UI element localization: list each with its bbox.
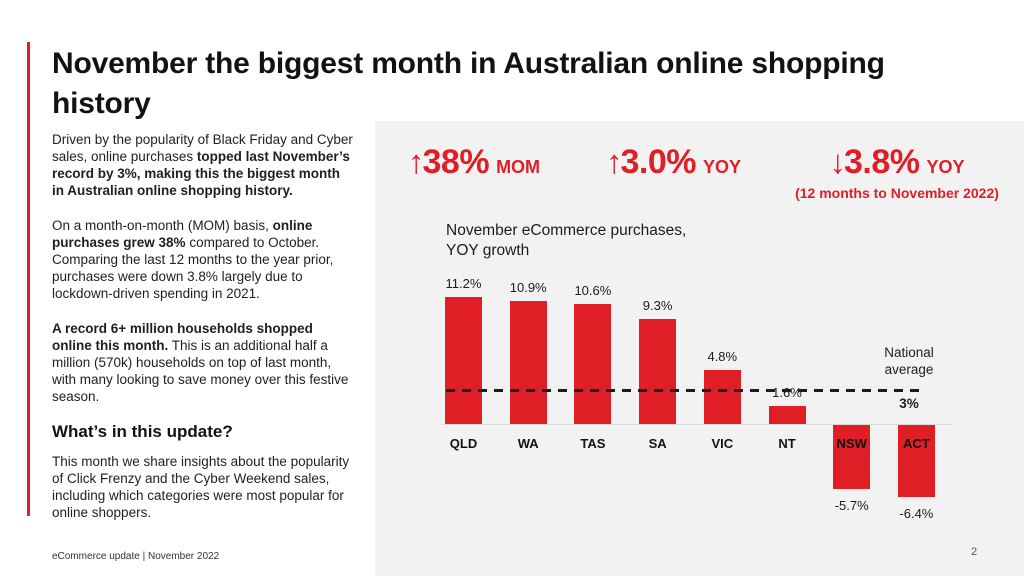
- bar-act: [897, 425, 935, 498]
- national-average-label: National average 3%: [853, 327, 965, 412]
- bar-chart-plot: 11.2% QLD 10.9% WA 10.6% TAS 9.3% SA 4.8% VIC 1.6%…: [375, 121, 1024, 576]
- bar-category-label-nt: NT: [778, 436, 796, 451]
- slide-footer: eCommerce update | November 2022: [52, 551, 220, 562]
- paragraph: Driven by the popularity of Black Friday…: [52, 132, 353, 198]
- stat-yoy-12m-caption: (12 months to November 2022): [795, 185, 999, 201]
- closing-paragraph: This month we share insights about the p…: [52, 454, 350, 520]
- bar-nt: [768, 405, 806, 424]
- intro-paragraphs: Driven by the popularity of Black Friday…: [52, 131, 354, 405]
- bar-value-label-tas: 10.6%: [574, 283, 612, 299]
- update-subheading: What’s in this update?: [52, 422, 233, 441]
- bar-nsw: [833, 425, 871, 490]
- bar-value-label-wa: 10.9%: [509, 279, 547, 295]
- bar-category-label-tas: TAS: [580, 436, 606, 451]
- left-column: Driven by the popularity of Black Friday…: [52, 131, 354, 539]
- bar-value-label-vic: 4.8%: [707, 348, 738, 364]
- stat-yoy-12m-value: 3.8%: [843, 143, 920, 181]
- stat-yoy: ↑ 3.0% YOY: [606, 143, 741, 182]
- stat-yoy-12m: ↓ 3.8% YOY (12 months to November 2022): [780, 143, 1014, 201]
- bar-category-label-qld: QLD: [449, 436, 478, 451]
- page-number: 2: [970, 546, 978, 558]
- stat-mom-suffix: MOM: [496, 157, 541, 177]
- slide-title: November the biggest month in Australian…: [52, 47, 885, 120]
- national-average-value: 3%: [899, 396, 919, 411]
- bar-sa: [639, 318, 677, 424]
- zero-axis-line: [441, 424, 952, 425]
- bar-value-label-sa: 9.3%: [642, 297, 673, 313]
- stat-yoy-12m-suffix: YOY: [926, 157, 965, 177]
- bar-tas: [574, 304, 612, 424]
- bar-category-label-nsw: NSW: [836, 436, 867, 451]
- bar-category-label-act: ACT: [903, 436, 930, 451]
- national-average-text: National average: [884, 345, 934, 377]
- stat-yoy-suffix: YOY: [703, 157, 742, 177]
- up-arrow-icon: ↑: [408, 143, 424, 180]
- stat-mom: ↑ 38% MOM: [408, 143, 540, 182]
- bar-vic: [703, 369, 741, 424]
- bar-value-label-nt: 1.6%: [772, 384, 802, 400]
- stat-yoy-value: 3.0%: [620, 143, 697, 181]
- chart-title: November eCommerce purchases, YOY growth: [446, 222, 687, 259]
- bar-category-label-wa: WA: [517, 436, 539, 451]
- up-arrow-icon: ↑: [606, 143, 622, 180]
- bar-qld: [445, 297, 482, 424]
- stats-panel: ↑ 38% MOM ↑ 3.0% YOY ↓ 3.8% YOY (12 mont…: [375, 121, 1024, 576]
- bar-category-label-vic: VIC: [711, 436, 734, 451]
- bar-value-label-qld: 11.2%: [445, 276, 482, 292]
- down-arrow-icon: ↓: [829, 143, 845, 180]
- paragraph: A record 6+ million households shopped o…: [52, 321, 349, 404]
- bar-category-label-sa: SA: [648, 436, 667, 451]
- bar-value-label-act: -6.4%: [899, 506, 934, 522]
- bar-wa: [509, 300, 547, 424]
- stat-mom-value: 38%: [422, 143, 490, 181]
- national-average-dashed-line: [446, 389, 920, 392]
- bar-value-label-nsw: -5.7%: [834, 498, 869, 514]
- paragraph: On a month-on-month (MOM) basis, online …: [52, 218, 334, 301]
- red-accent-bar: [27, 42, 30, 516]
